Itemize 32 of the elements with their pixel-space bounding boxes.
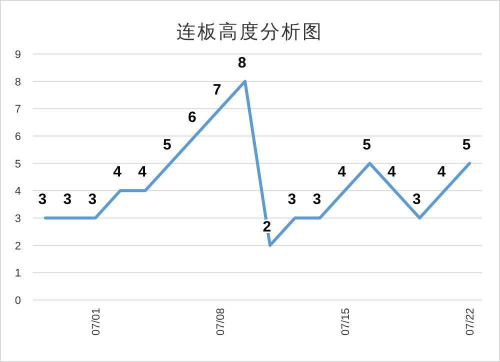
data-label: 3: [63, 191, 72, 208]
y-tick-label: 9: [14, 49, 21, 61]
y-tick-label: 5: [14, 158, 21, 170]
y-tick-label: 8: [14, 76, 21, 88]
data-label: 3: [412, 191, 421, 208]
data-label: 7: [212, 82, 222, 99]
y-tick-label: 7: [14, 104, 21, 116]
x-tick-label: 07/15: [340, 308, 352, 336]
data-label: 4: [113, 164, 122, 181]
data-label: 4: [138, 164, 148, 181]
data-label: 3: [312, 191, 322, 208]
data-label: 5: [163, 136, 172, 154]
x-tick-label: 07/22: [464, 308, 477, 336]
data-label: 4: [437, 164, 446, 181]
y-tick-label: 0: [14, 295, 21, 307]
x-tick-label: 07/01: [90, 308, 102, 336]
y-tick-label: 6: [14, 131, 21, 143]
y-tick-label: 3: [14, 213, 21, 225]
y-tick-label: 2: [14, 240, 21, 252]
x-tick-label: 07/08: [215, 308, 228, 336]
y-tick-label: 4: [14, 186, 21, 198]
data-label: 4: [388, 164, 397, 181]
chart-title: 连板高度分析图: [176, 21, 324, 43]
data-label: 3: [288, 191, 296, 208]
data-label: 6: [188, 109, 196, 126]
data-label: 5: [462, 136, 471, 154]
data-label: 4: [338, 164, 347, 181]
data-label: 8: [238, 54, 246, 72]
data-label: 5: [362, 136, 371, 154]
data-label: 3: [88, 191, 97, 208]
data-label: 3: [38, 191, 47, 208]
y-tick-label: 1: [14, 268, 21, 280]
